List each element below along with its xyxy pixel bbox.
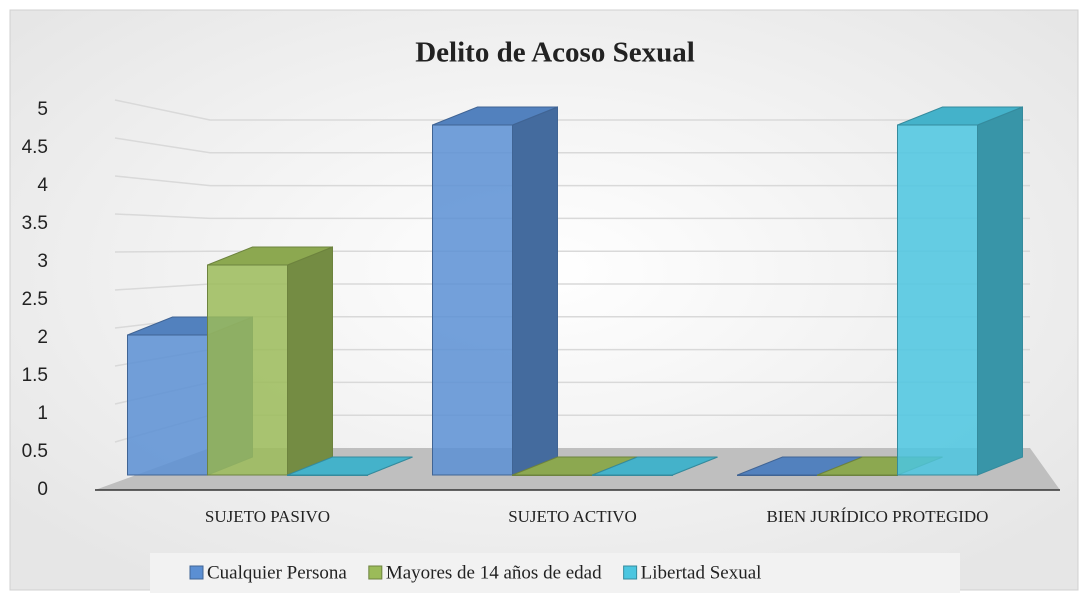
bar-face	[127, 334, 208, 476]
bar	[897, 106, 1023, 476]
bar-face	[977, 106, 1023, 476]
bar-face	[432, 124, 513, 476]
legend-swatch	[623, 565, 638, 580]
y-tick-label: 2	[37, 327, 48, 348]
y-tick-label: 1.5	[22, 365, 48, 386]
legend-swatch	[368, 565, 383, 580]
y-tick-label: 2.5	[22, 289, 48, 310]
y-tick-label: 4	[37, 175, 48, 196]
bar-face	[512, 106, 558, 476]
grid-line	[114, 99, 1030, 121]
legend-label: Mayores de 14 años de edad	[386, 562, 602, 583]
bar-face	[287, 474, 368, 476]
y-tick-label: 4.5	[22, 137, 48, 158]
y-tick-label: 3.5	[22, 213, 48, 234]
bar	[207, 246, 333, 476]
y-tick-label: 5	[37, 99, 48, 120]
bar-face	[897, 124, 978, 476]
grid-line	[114, 213, 1030, 220]
legend-label: Libertad Sexual	[641, 562, 762, 583]
grid-line	[114, 250, 1030, 253]
y-tick-label: 3	[37, 251, 48, 272]
legend-swatch	[189, 565, 204, 580]
bar-face	[207, 264, 288, 476]
bar-face	[287, 246, 333, 476]
x-tick-label: SUJETO PASIVO	[205, 507, 330, 526]
bar-face	[592, 474, 673, 476]
grid-line	[114, 137, 1030, 154]
bar	[432, 106, 558, 476]
legend-label: Cualquier Persona	[207, 562, 347, 583]
x-tick-label: SUJETO ACTIVO	[508, 507, 637, 526]
y-tick-label: 1	[37, 403, 48, 424]
chart-title: Delito de Acoso Sexual	[415, 37, 695, 69]
bar	[287, 456, 413, 476]
bar-face	[737, 474, 818, 476]
bar-face	[512, 474, 593, 476]
y-tick-label: 0	[37, 479, 48, 500]
bar	[592, 456, 718, 476]
legend	[150, 553, 960, 593]
y-tick-label: 0.5	[22, 441, 48, 462]
x-tick-label: BIEN JURÍDICO PROTEGIDO	[767, 507, 989, 526]
bar-face	[817, 474, 898, 476]
grid-line	[114, 175, 1030, 187]
